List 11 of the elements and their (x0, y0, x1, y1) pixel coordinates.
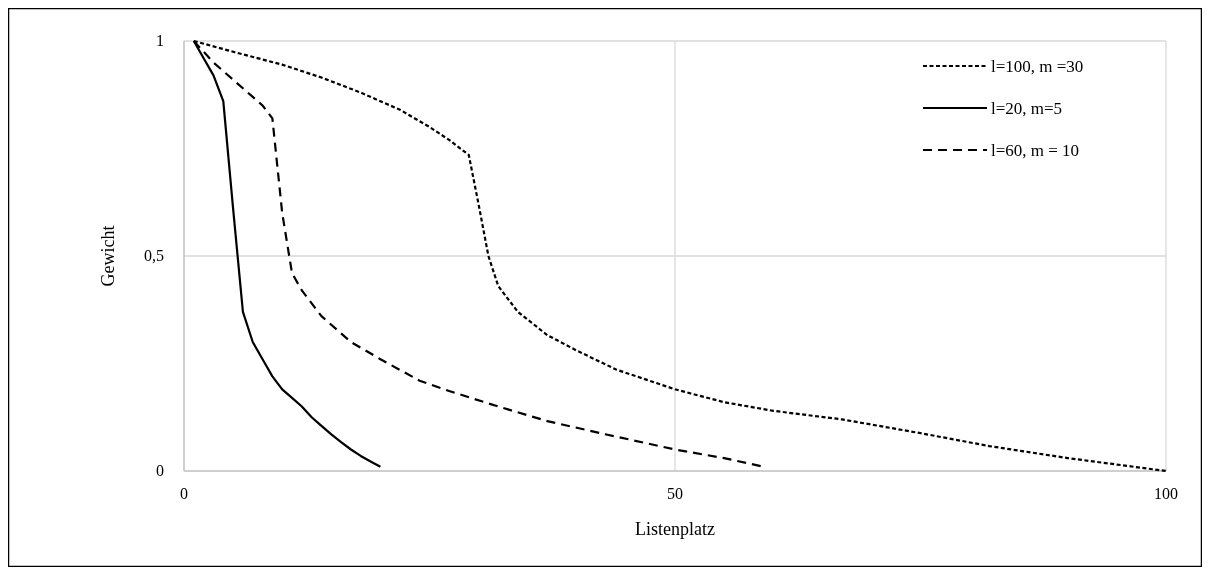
y-tick-label: 1 (156, 32, 164, 49)
legend-label: l=20, m=5 (991, 99, 1063, 118)
y-tick-label: 0 (156, 462, 164, 479)
y-tick-label: 0,5 (144, 247, 164, 264)
legend-label: l=100, m =30 (991, 57, 1084, 76)
x-tick-label: 50 (667, 485, 683, 502)
legend-label: l=60, m = 10 (991, 141, 1080, 160)
x-tick-label: 0 (180, 485, 188, 502)
y-axis-title: Gewicht (98, 225, 118, 287)
x-axis-title: Listenplatz (635, 519, 715, 539)
x-tick-label: 100 (1154, 485, 1178, 502)
